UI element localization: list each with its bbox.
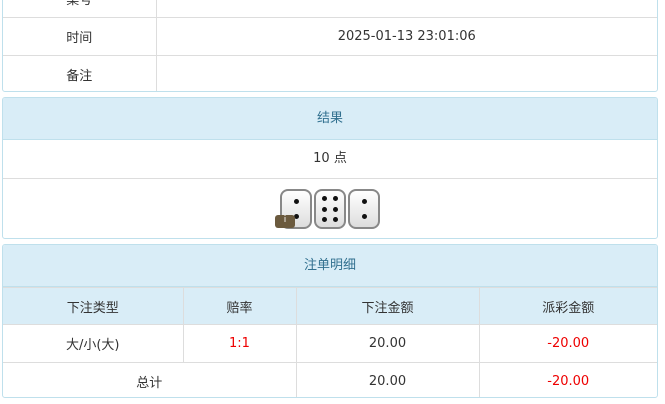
col-type: 下注类型: [3, 287, 184, 325]
row-value: [155, 0, 657, 18]
die-pip: [332, 206, 338, 212]
die-pip: [332, 216, 338, 222]
col-odds: 赔率: [182, 287, 297, 325]
info-icon[interactable]: i: [275, 215, 295, 228]
row-label: 桌号: [3, 0, 157, 18]
die-pip: [322, 196, 328, 202]
die-pip: [293, 198, 299, 204]
bet-detail-title: 注单明细: [3, 245, 657, 287]
bet-detail-panel: 注单明细 下注类型 赔率 下注金额 派彩金额 大/小(大) 1:1 20.00 …: [2, 244, 658, 398]
result-title: 结果: [3, 98, 657, 140]
table-row: 备注: [3, 55, 657, 91]
die-pip: [322, 206, 328, 212]
table-row: 时间 2025-01-13 23:01:06: [3, 17, 657, 56]
column-headers: 下注类型 赔率 下注金额 派彩金额: [3, 287, 657, 325]
result-panel: 结果 10 点: [2, 97, 658, 239]
row-label: 时间: [3, 17, 157, 56]
bet-amount: 20.00: [295, 324, 480, 363]
table-row: 桌号: [3, 0, 657, 18]
die-pip: [322, 216, 328, 222]
die-pip: [293, 214, 299, 220]
die-6: [314, 189, 346, 229]
bet-odds: 1:1: [182, 324, 297, 363]
info-panel: 桌号 时间 2025-01-13 23:01:06 备注: [2, 0, 658, 92]
bet-payout: -20.00: [478, 324, 657, 363]
die-2: [348, 189, 380, 229]
bet-type: 大/小(大): [3, 324, 184, 363]
result-points: 10 点: [3, 140, 657, 179]
total-row: 总计 20.00 -20.00: [3, 362, 657, 397]
time-value: 2025-01-13 23:01:06: [155, 17, 657, 56]
die-pip: [361, 214, 367, 220]
dice-group: [3, 179, 657, 238]
col-payout: 派彩金额: [478, 287, 657, 325]
total-amount: 20.00: [295, 362, 480, 397]
total-label: 总计: [3, 362, 297, 397]
die-pip: [332, 196, 338, 202]
table-row: 大/小(大) 1:1 20.00 -20.00: [3, 324, 657, 363]
col-amount: 下注金额: [295, 287, 480, 325]
die-pip: [361, 198, 367, 204]
total-payout: -20.00: [478, 362, 657, 397]
row-label: 备注: [3, 55, 157, 91]
remark-value: [155, 55, 657, 91]
